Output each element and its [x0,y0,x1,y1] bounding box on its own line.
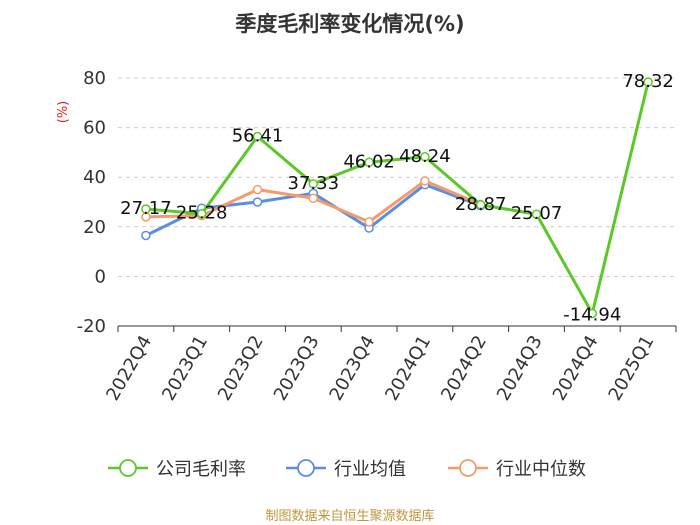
legend-item[interactable]: 公司毛利率 [108,459,246,480]
x-axis: 2022Q4 2023Q1 2023Q2 2023Q3 2023Q4 2024Q1 2024… [102,325,677,404]
y-tick-label: -20 [77,316,106,337]
legend-label: 公司毛利率 [156,459,246,480]
legend-swatch-marker [119,459,137,477]
x-tick-label: 2023Q2 [214,332,268,404]
y-tick-label: 0 [95,266,106,287]
data-point[interactable] [420,152,430,162]
data-point[interactable] [531,209,542,219]
x-tick-label: 2023Q4 [326,332,380,404]
legend[interactable]: 公司毛利率 行业均值 行业中位数 [108,459,586,480]
y-tick-label: 60 [83,118,106,139]
y-tick-label: 20 [83,217,106,238]
data-point[interactable] [475,200,486,210]
legend-swatch-marker [459,459,477,477]
data-point[interactable] [308,193,319,204]
legend-swatch-marker [297,459,315,477]
legend-label: 行业均值 [334,459,406,480]
chart-title: 季度毛利率变化情况(%) [235,12,464,36]
y-axis-unit: (%) [56,101,71,124]
data-label: 27.17 [120,198,172,219]
data-point[interactable] [252,184,263,195]
data-label: 25.28 [176,203,228,224]
data-point[interactable] [196,208,207,219]
x-tick-label: 2024Q4 [549,332,603,404]
x-tick-label: 2023Q1 [158,332,212,404]
y-tick-label: 40 [83,167,106,188]
data-label: 37.33 [288,173,340,194]
x-tick-label: 2024Q2 [437,332,491,404]
legend-label: 行业中位数 [496,459,586,480]
data-point[interactable] [364,217,374,227]
data-label: 48.24 [399,146,451,167]
series-line [145,81,650,315]
data-label: -14.94 [563,304,621,325]
x-tick-label: 2024Q1 [381,332,435,404]
series-group [141,77,653,319]
series-0 [141,77,653,319]
data-label: 78.32 [622,71,674,92]
data-point[interactable] [587,308,598,319]
data-label: 25.07 [511,203,563,224]
data-point[interactable] [364,157,374,168]
legend-item[interactable]: 行业中位数 [448,459,586,480]
data-point[interactable] [643,77,653,87]
legend-item[interactable]: 行业均值 [286,459,406,480]
data-point[interactable] [252,197,263,207]
x-tick-label: 2025Q1 [605,332,659,404]
source-note: 制图数据来自恒生聚源数据库 [265,508,434,524]
x-tick-label: 2023Q3 [270,332,324,404]
data-point[interactable] [308,179,319,189]
data-point[interactable] [141,230,151,241]
data-point[interactable] [420,176,430,186]
data-point[interactable] [252,131,263,142]
y-axis-ticks: -20 0 20 40 60 80 [77,68,106,337]
x-tick-label: 2022Q4 [102,332,156,404]
data-label: 28.87 [455,194,507,215]
y-tick-label: 80 [83,68,106,89]
data-point[interactable] [141,204,151,214]
x-tick-label: 2024Q3 [493,332,547,404]
data-label: 56.41 [232,126,284,147]
data-label: 46.02 [343,151,395,172]
